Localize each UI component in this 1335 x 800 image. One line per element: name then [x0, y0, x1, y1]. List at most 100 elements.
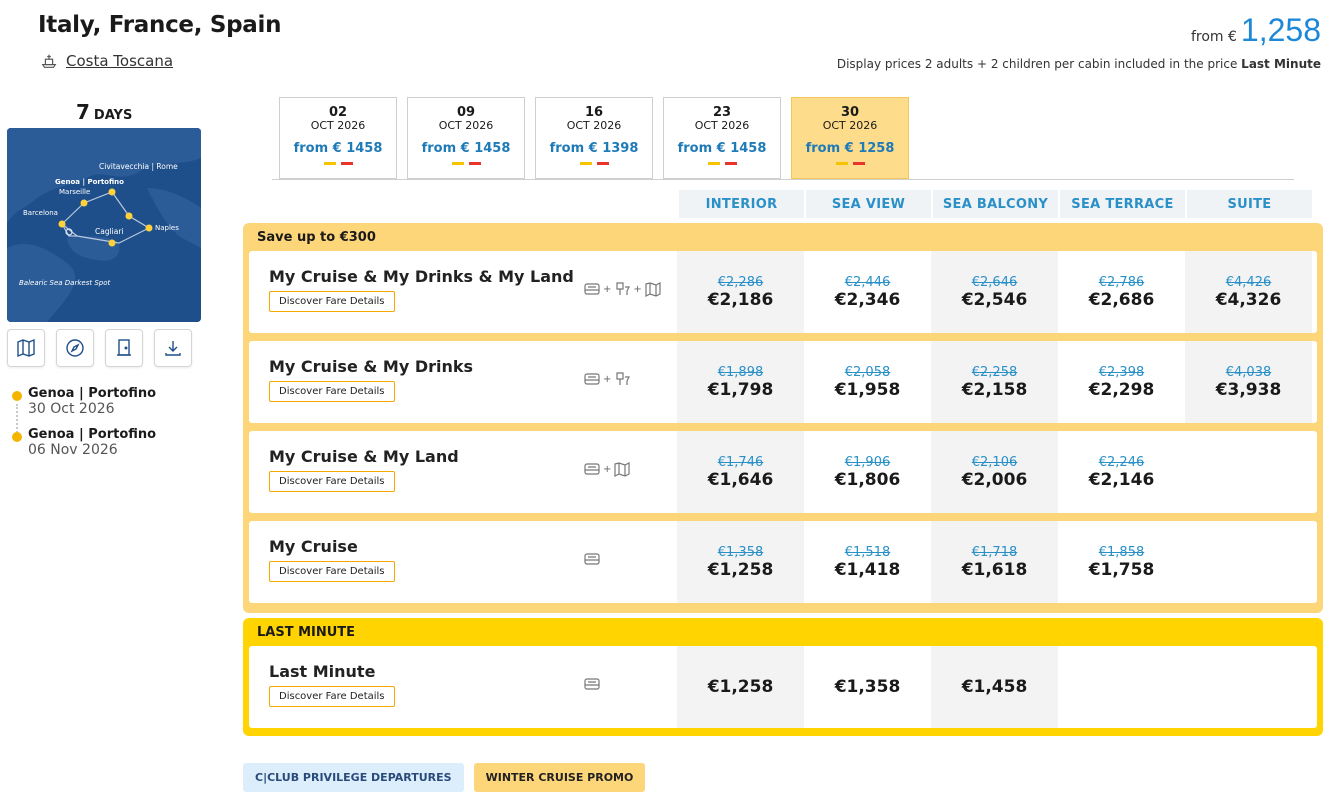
map-label-naples: Naples	[155, 224, 179, 232]
price-new: €2,186	[707, 289, 774, 310]
date-tab[interactable]: 23 OCT 2026 from € 1458	[663, 97, 781, 179]
ship-link[interactable]: Costa Toscana	[40, 52, 173, 70]
date-day: 16	[584, 105, 604, 120]
fare-row: My Cruise & My Drinks Discover Fare Deta…	[249, 341, 1317, 423]
fare-prices: €1,746 €1,646 €1,906 €1,806 €2,106 €2,006 €…	[677, 431, 1312, 513]
map-label-genoa: Genoa | Portofino	[55, 178, 124, 187]
promo-marks	[536, 162, 652, 165]
itinerary-arrival: Genoa | Portofino 06 Nov 2026	[12, 427, 156, 458]
days-label: DAYS	[93, 108, 133, 123]
price-cell[interactable]: €1,898 €1,798	[677, 341, 804, 423]
fare-info: My Cruise Discover Fare Details	[249, 521, 677, 603]
price-old: €2,646	[971, 274, 1018, 290]
map-view-button[interactable]	[7, 329, 45, 367]
price-old: €1,358	[717, 544, 764, 560]
price-cell-empty	[1185, 646, 1312, 728]
price-cell[interactable]: €1,718 €1,618	[931, 521, 1058, 603]
price-cell[interactable]: €1,906 €1,806	[804, 431, 931, 513]
price-cell[interactable]: €2,398 €2,298	[1058, 341, 1185, 423]
price-cell[interactable]: €1,358 €1,258	[677, 521, 804, 603]
price-old: €1,518	[844, 544, 891, 560]
price-cell[interactable]: €2,258 €2,158	[931, 341, 1058, 423]
bed-icon	[584, 678, 600, 690]
price-old: €1,906	[844, 454, 891, 470]
price-new: €2,006	[961, 469, 1028, 490]
date-tab[interactable]: 02 OCT 2026 from € 1458	[279, 97, 397, 179]
fare-row: My Cruise & My Land Discover Fare Detail…	[249, 431, 1317, 513]
price-new: €2,346	[834, 289, 901, 310]
from-value: 1,258	[1240, 12, 1321, 48]
date-day: 30	[840, 105, 860, 120]
price-cell[interactable]: €1,458	[931, 646, 1058, 728]
price-old: €4,426	[1225, 274, 1272, 290]
price-cell[interactable]: €2,446 €2,346	[804, 251, 931, 333]
cabin-header: SEA BALCONY	[933, 190, 1058, 218]
price-new: €1,258	[707, 559, 774, 580]
date-tab[interactable]: 16 OCT 2026 from € 1398	[535, 97, 653, 179]
price-old: €2,258	[971, 364, 1018, 380]
fare-details-button[interactable]: Discover Fare Details	[269, 381, 395, 402]
price-cell[interactable]: €1,358	[804, 646, 931, 728]
price-old: €1,718	[971, 544, 1018, 560]
route-map[interactable]: Civitavecchia | Rome Genoa | Portofino M…	[7, 128, 201, 322]
price-cell[interactable]: €2,106 €2,006	[931, 431, 1058, 513]
price-cell[interactable]: €4,038 €3,938	[1185, 341, 1312, 423]
fare-name: My Cruise	[269, 537, 358, 556]
fare-details-button[interactable]: Discover Fare Details	[269, 471, 395, 492]
compass-button[interactable]	[56, 329, 94, 367]
price-cell[interactable]: €2,786 €2,686	[1058, 251, 1185, 333]
price-cell[interactable]: €1,746 €1,646	[677, 431, 804, 513]
itinerary: Genoa | Portofino 30 Oct 2026 Genoa | Po…	[12, 386, 156, 468]
promo-marks	[280, 162, 396, 165]
from-label: from €	[1190, 29, 1237, 45]
price-cell[interactable]: €2,646 €2,546	[931, 251, 1058, 333]
price-cell[interactable]: €1,518 €1,418	[804, 521, 931, 603]
itinerary-dot	[12, 432, 22, 442]
bed-icon	[584, 553, 600, 565]
price-new: €3,938	[1215, 379, 1282, 400]
price-new: €1,798	[707, 379, 774, 400]
fare-prices: €1,358 €1,258 €1,518 €1,418 €1,718 €1,618 €…	[677, 521, 1312, 603]
download-button[interactable]	[154, 329, 192, 367]
fare-icons	[583, 551, 601, 567]
map-label-balearic: Balearic Sea Darkest Spot	[19, 279, 110, 287]
fare-name: My Cruise & My Drinks & My Land	[269, 267, 574, 286]
date-tab[interactable]: 09 OCT 2026 from € 1458	[407, 97, 525, 179]
price-cell[interactable]: €2,246 €2,146	[1058, 431, 1185, 513]
date-day: 09	[456, 105, 476, 120]
price-old: €2,106	[971, 454, 1018, 470]
price-cell[interactable]: €1,858 €1,758	[1058, 521, 1185, 603]
price-cell[interactable]: €1,258	[677, 646, 804, 728]
price-cell[interactable]: €2,286 €2,186	[677, 251, 804, 333]
cabin-button[interactable]	[105, 329, 143, 367]
price-old: €2,398	[1098, 364, 1145, 380]
price-new: €1,618	[961, 559, 1028, 580]
price-cell[interactable]: €2,058 €1,958	[804, 341, 931, 423]
price-old: €2,286	[717, 274, 764, 290]
bed-icon	[584, 283, 600, 295]
fare-info: Last Minute Discover Fare Details	[249, 646, 677, 728]
fare-details-button[interactable]: Discover Fare Details	[269, 561, 395, 582]
fare-prices: €2,286 €2,186 €2,446 €2,346 €2,646 €2,546 €…	[677, 251, 1312, 333]
price-new: €1,806	[834, 469, 901, 490]
price-new: €1,458	[961, 677, 1028, 697]
date-price: from € 1458	[293, 141, 383, 156]
fare-group-last-minute: LAST MINUTE Last Minute Discover Fare De…	[243, 618, 1323, 736]
fare-details-button[interactable]: Discover Fare Details	[269, 291, 395, 312]
fare-details-button[interactable]: Discover Fare Details	[269, 686, 395, 707]
price-old: €2,058	[844, 364, 891, 380]
fare-info: My Cruise & My Drinks & My Land Discover…	[249, 251, 677, 333]
display-note: Display prices 2 adults + 2 children per…	[837, 57, 1321, 71]
date-price: from € 1258	[805, 141, 895, 156]
route-map-graphic: Civitavecchia | Rome Genoa | Portofino M…	[7, 128, 201, 322]
promo-marks	[664, 162, 780, 165]
price-cell[interactable]: €4,426 €4,326	[1185, 251, 1312, 333]
promo-badge[interactable]: WINTER CRUISE PROMO	[473, 763, 646, 792]
itinerary-connector	[16, 404, 18, 440]
club-badge[interactable]: C|CLUB PRIVILEGE DEPARTURES	[243, 763, 464, 792]
download-icon	[165, 341, 181, 356]
date-tab-selected[interactable]: 30 OCT 2026 from € 1258	[791, 97, 909, 179]
date-month: OCT 2026	[566, 119, 622, 132]
compass-icon	[66, 339, 84, 357]
bed-icon	[584, 373, 600, 385]
